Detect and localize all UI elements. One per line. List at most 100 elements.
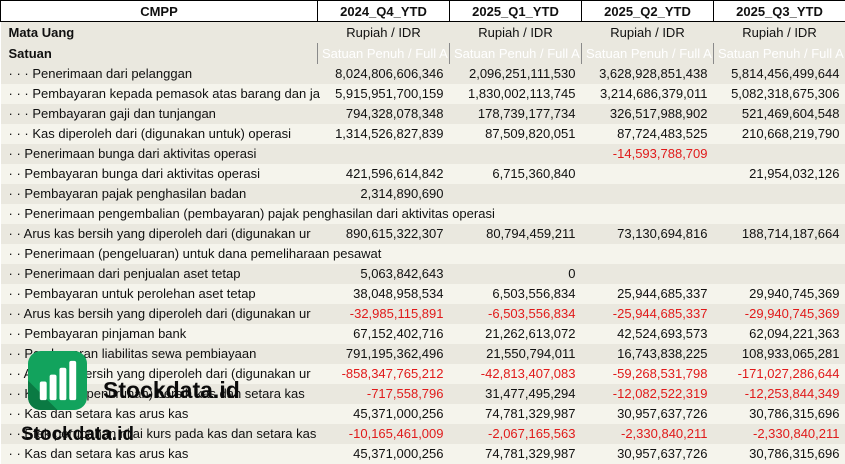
value-cell-2024_Q4_YTD: 38,048,958,534 [318, 284, 450, 304]
value-cell-2025_Q3_YTD: 29,940,745,369 [714, 284, 845, 304]
value-cell-2024_Q4_YTD [318, 144, 450, 164]
value-cell-2025_Q1_YTD: 21,262,613,072 [450, 324, 582, 344]
value-cell-2025_Q1_YTD: 6,715,360,840 [450, 164, 582, 184]
row-label: · · · Pembayaran gaji dan tunjangan [1, 104, 318, 124]
column-header-2025_Q3_YTD: 2025_Q3_YTD [714, 1, 845, 22]
value-cell-2025_Q1_YTD: 87,509,820,051 [450, 124, 582, 144]
column-header-2025_Q1_YTD: 2025_Q1_YTD [450, 1, 582, 22]
value-cell-2025_Q2_YTD: 16,743,838,225 [582, 344, 714, 364]
table-row: · · Pembayaran bunga dari aktivitas oper… [1, 164, 845, 184]
currency-value-2025_Q3_YTD: Rupiah / IDR [714, 22, 845, 43]
value-cell-2025_Q3_YTD: -2,330,840,211 [714, 424, 845, 444]
table-row: · · Efek perubahan nilai kurs pada kas d… [1, 424, 845, 444]
value-cell-2025_Q1_YTD: 0 [450, 264, 582, 284]
row-label: · · Arus kas bersih yang diperoleh dari … [1, 304, 318, 324]
value-cell-2025_Q2_YTD: -25,944,685,337 [582, 304, 714, 324]
value-cell-2025_Q2_YTD: 30,957,637,726 [582, 404, 714, 424]
value-cell-2025_Q2_YTD: 87,724,483,525 [582, 124, 714, 144]
row-label: · · Arus kas bersih yang diperoleh dari … [1, 364, 318, 384]
value-cell-2025_Q2_YTD: 25,944,685,337 [582, 284, 714, 304]
value-cell-2025_Q3_YTD [714, 204, 845, 224]
value-cell-2025_Q2_YTD: 42,524,693,573 [582, 324, 714, 344]
currency-value-2025_Q1_YTD: Rupiah / IDR [450, 22, 582, 43]
column-header-2024_Q4_YTD: 2024_Q4_YTD [318, 1, 450, 22]
unit-value-2025_Q3_YTD: Satuan Penuh / Full A [714, 43, 845, 64]
value-cell-2025_Q3_YTD: -29,940,745,369 [714, 304, 845, 324]
table-row: · · Arus kas bersih yang diperoleh dari … [1, 304, 845, 324]
value-cell-2025_Q2_YTD [582, 264, 714, 284]
row-label: · · Penerimaan (pengeluaran) untuk dana … [1, 244, 318, 264]
value-cell-2025_Q2_YTD: -59,268,531,798 [582, 364, 714, 384]
table-row: · · · Pembayaran kepada pemasok atas bar… [1, 84, 845, 104]
value-cell-2025_Q1_YTD: 2,096,251,111,530 [450, 64, 582, 84]
value-cell-2025_Q3_YTD: 5,082,318,675,306 [714, 84, 845, 104]
value-cell-2024_Q4_YTD: 2,314,890,690 [318, 184, 450, 204]
currency-row-label: Mata Uang [1, 22, 318, 43]
row-label: · · Kenaikan (penurunan) bersih kas dan … [1, 384, 318, 404]
row-label: · · Penerimaan pengembalian (pembayaran)… [1, 204, 318, 224]
unit-value-2025_Q2_YTD: Satuan Penuh / Full A [582, 43, 714, 64]
value-cell-2024_Q4_YTD: 791,195,362,496 [318, 344, 450, 364]
value-cell-2025_Q3_YTD [714, 144, 845, 164]
value-cell-2025_Q2_YTD: 3,628,928,851,438 [582, 64, 714, 84]
value-cell-2025_Q3_YTD: 521,469,604,548 [714, 104, 845, 124]
value-cell-2025_Q3_YTD: 30,786,315,696 [714, 404, 845, 424]
row-label: · · Penerimaan bunga dari aktivitas oper… [1, 144, 318, 164]
value-cell-2025_Q2_YTD: 326,517,988,902 [582, 104, 714, 124]
value-cell-2025_Q1_YTD: 74,781,329,987 [450, 404, 582, 424]
value-cell-2025_Q2_YTD: -14,593,788,709 [582, 144, 714, 164]
table-row: · · Penerimaan pengembalian (pembayaran)… [1, 204, 845, 224]
currency-value-2025_Q2_YTD: Rupiah / IDR [582, 22, 714, 43]
currency-value-2024_Q4_YTD: Rupiah / IDR [318, 22, 450, 43]
value-cell-2024_Q4_YTD: 5,915,951,700,159 [318, 84, 450, 104]
row-label: · · Pembayaran pajak penghasilan badan [1, 184, 318, 204]
value-cell-2025_Q3_YTD [714, 184, 845, 204]
row-label: · · Penerimaan dari penjualan aset tetap [1, 264, 318, 284]
value-cell-2024_Q4_YTD: 421,596,614,842 [318, 164, 450, 184]
value-cell-2024_Q4_YTD: 794,328,078,348 [318, 104, 450, 124]
value-cell-2025_Q3_YTD: 108,933,065,281 [714, 344, 845, 364]
value-cell-2025_Q1_YTD: -2,067,165,563 [450, 424, 582, 444]
row-label: · · Pembayaran liabilitas sewa pembiayaa… [1, 344, 318, 364]
value-cell-2025_Q1_YTD [450, 184, 582, 204]
value-cell-2025_Q1_YTD [450, 144, 582, 164]
value-cell-2025_Q3_YTD: 210,668,219,790 [714, 124, 845, 144]
row-label: · · · Pembayaran kepada pemasok atas bar… [1, 84, 318, 104]
table-row: · · Arus kas bersih yang diperoleh dari … [1, 364, 845, 384]
value-cell-2025_Q1_YTD: 21,550,794,011 [450, 344, 582, 364]
row-label: · · Arus kas bersih yang diperoleh dari … [1, 224, 318, 244]
row-label: · · Pembayaran bunga dari aktivitas oper… [1, 164, 318, 184]
value-cell-2024_Q4_YTD: -717,558,796 [318, 384, 450, 404]
value-cell-2025_Q1_YTD [450, 244, 582, 264]
value-cell-2025_Q1_YTD: 178,739,177,734 [450, 104, 582, 124]
value-cell-2025_Q3_YTD: 21,954,032,126 [714, 164, 845, 184]
table-row: · · Pembayaran liabilitas sewa pembiayaa… [1, 344, 845, 364]
row-label: · · Efek perubahan nilai kurs pada kas d… [1, 424, 318, 444]
value-cell-2024_Q4_YTD: 67,152,402,716 [318, 324, 450, 344]
value-cell-2025_Q2_YTD [582, 244, 714, 264]
value-cell-2025_Q1_YTD: 31,477,495,294 [450, 384, 582, 404]
column-header-2025_Q2_YTD: 2025_Q2_YTD [582, 1, 714, 22]
value-cell-2024_Q4_YTD: 5,063,842,643 [318, 264, 450, 284]
row-label: · · · Kas diperoleh dari (digunakan untu… [1, 124, 318, 144]
value-cell-2024_Q4_YTD: -858,347,765,212 [318, 364, 450, 384]
value-cell-2025_Q3_YTD: 188,714,187,664 [714, 224, 845, 244]
value-cell-2024_Q4_YTD: 45,371,000,256 [318, 404, 450, 424]
table-row: · · Penerimaan bunga dari aktivitas oper… [1, 144, 845, 164]
unit-value-2024_Q4_YTD: Satuan Penuh / Full A [318, 43, 450, 64]
row-label: · · Kas dan setara kas arus kas [1, 404, 318, 424]
value-cell-2025_Q2_YTD: 3,214,686,379,011 [582, 84, 714, 104]
row-label: · · Pembayaran pinjaman bank [1, 324, 318, 344]
value-cell-2025_Q2_YTD [582, 164, 714, 184]
